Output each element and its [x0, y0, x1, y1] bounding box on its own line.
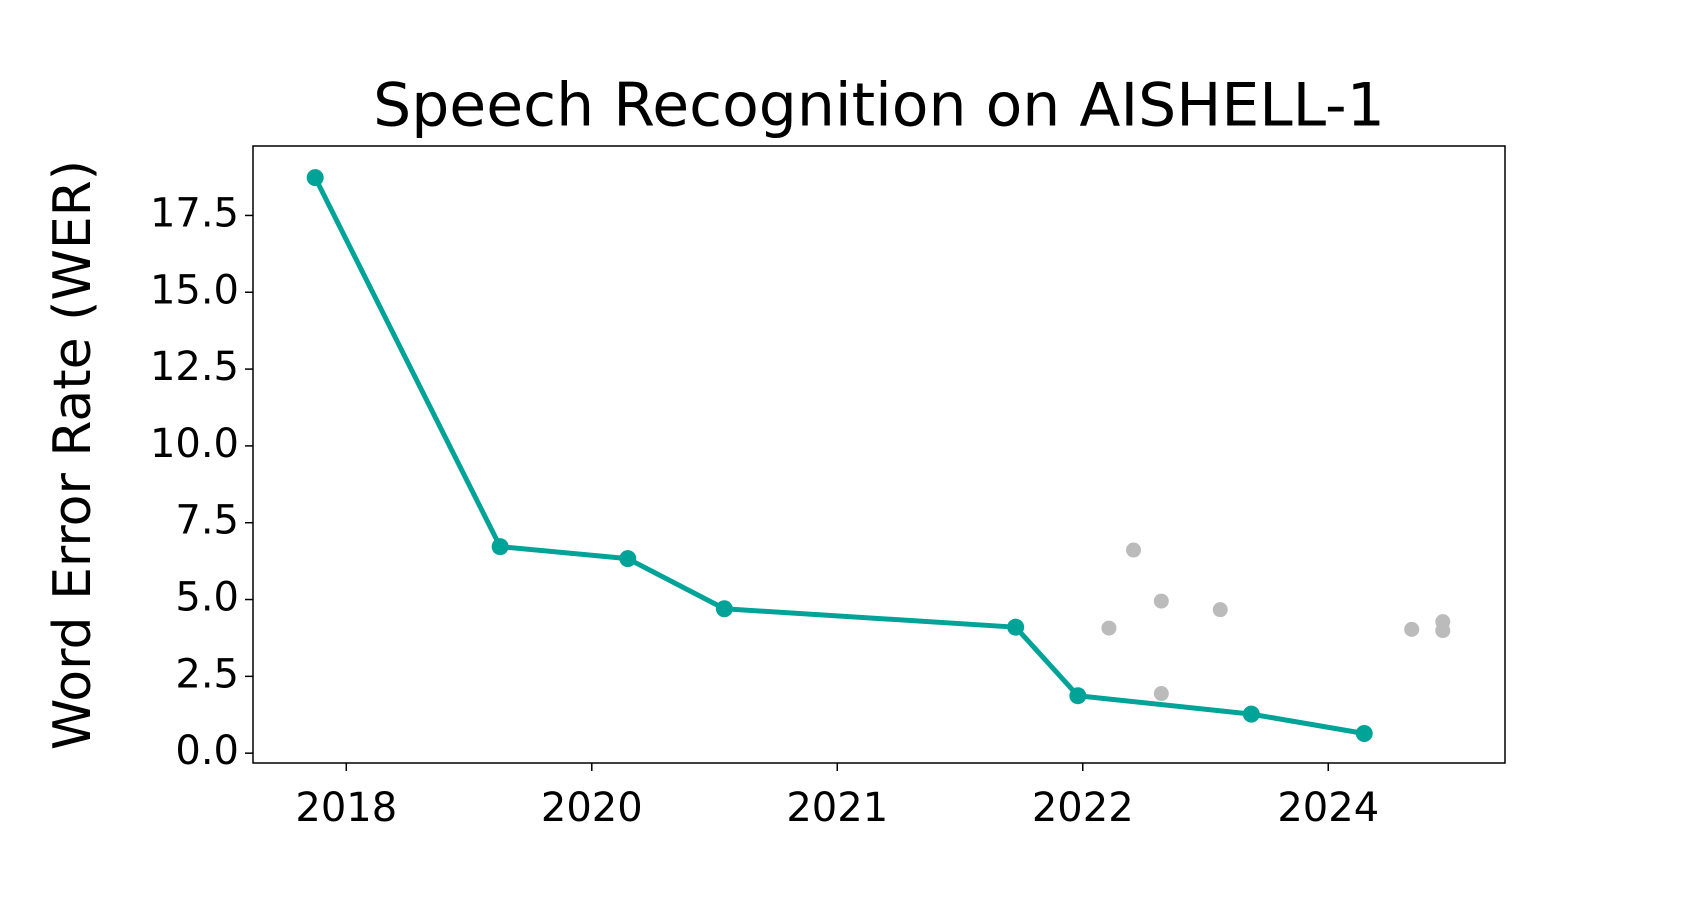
y-tick-label: 0.0 — [175, 728, 239, 774]
point — [306, 169, 324, 187]
x-tick-label: 2018 — [295, 785, 397, 831]
y-tick-label: 5.0 — [175, 575, 239, 621]
y-tick-label: 12.5 — [150, 344, 239, 390]
scatter-point — [1404, 621, 1420, 637]
point — [1355, 725, 1373, 743]
chart-title: Speech Recognition on AISHELL-1 — [373, 71, 1385, 141]
scatter-point — [1435, 623, 1451, 639]
point — [1242, 705, 1260, 723]
point — [491, 538, 509, 556]
y-axis-label: Word Error Rate (WER) — [43, 160, 103, 750]
scatter-point — [1101, 620, 1117, 636]
scatter-point — [1125, 542, 1141, 558]
plot-frame — [252, 145, 1506, 764]
y-tick-label: 15.0 — [150, 267, 239, 313]
x-tick-label: 2021 — [786, 785, 888, 831]
scatter-point — [1153, 686, 1169, 702]
x-tick-label: 2020 — [541, 785, 643, 831]
x-tick-label: 2024 — [1277, 785, 1379, 831]
y-tick-label: 7.5 — [175, 498, 239, 544]
point — [1007, 618, 1025, 636]
x-tick-label: 2022 — [1032, 785, 1134, 831]
y-tick-label: 17.5 — [150, 190, 239, 236]
y-tick-label: 10.0 — [150, 421, 239, 467]
point — [715, 600, 733, 618]
point — [1069, 687, 1087, 705]
y-tick-label: 2.5 — [175, 651, 239, 697]
point — [619, 550, 637, 568]
scatter-point — [1212, 602, 1228, 618]
scatter-point — [1153, 593, 1169, 609]
line — [312, 176, 1365, 736]
